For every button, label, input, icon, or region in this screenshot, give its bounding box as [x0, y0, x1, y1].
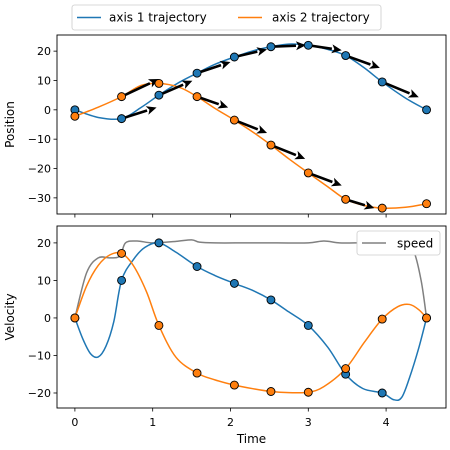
y-tick-label: −20	[28, 387, 51, 400]
legend-label-axis1: axis 1 trajectory	[109, 11, 207, 25]
arrow-head	[181, 80, 193, 89]
arrow-shaft	[121, 82, 151, 98]
arrow-head	[256, 47, 268, 57]
series-0-point	[117, 275, 127, 285]
x-tick-label: 1	[149, 416, 156, 429]
y-tick-label: 0	[44, 104, 51, 117]
axis-1-trajectory-point	[303, 40, 313, 50]
arrow-head	[256, 125, 268, 134]
series-1-point	[341, 364, 351, 374]
axis-2-trajectory-point	[70, 111, 80, 121]
series-1-point	[192, 368, 202, 378]
series-1-point	[229, 380, 239, 390]
series-1-point	[117, 248, 127, 258]
series-1-point	[266, 387, 276, 396]
top-legend: axis 1 trajectory axis 2 trajectory	[71, 4, 382, 31]
velocity-legend-frame	[356, 230, 441, 256]
arrow-head	[330, 177, 342, 187]
series-0-point	[192, 262, 202, 271]
series-1-point	[377, 314, 387, 324]
series-0-point	[154, 238, 164, 248]
legend-label-speed: speed	[397, 237, 433, 251]
y-tick-label: −10	[28, 133, 51, 146]
arrow-head	[368, 60, 380, 69]
arrow-head	[407, 89, 419, 98]
series-1-point	[303, 387, 313, 397]
y-tick-label: −30	[28, 192, 51, 205]
axis-1-trajectory-point	[229, 52, 239, 62]
arrow-head	[295, 41, 306, 51]
velocity-legend: speed	[356, 230, 441, 256]
axis-1-trajectory-point	[117, 114, 127, 124]
axis-2-trajectory-point	[117, 92, 127, 102]
series-1-point	[422, 313, 431, 323]
velocity-plot-xlabel: Time	[236, 432, 266, 446]
y-tick-label: 0	[44, 312, 51, 325]
y-tick-label: −20	[28, 163, 51, 176]
arrow-head	[363, 200, 375, 210]
x-tick-label: 0	[71, 416, 78, 429]
axis-1-trajectory-point	[377, 77, 387, 87]
axis-1-trajectory-point	[154, 90, 164, 100]
axis-2-trajectory-point	[303, 168, 313, 178]
velocity-plot-frame	[56, 225, 447, 409]
arrow-head	[217, 99, 229, 109]
velocity-plot-ticks: −20 −10 0 10 20 0 1 2 3 4	[28, 237, 390, 429]
y-tick-label: −10	[28, 349, 51, 362]
axis-2-trajectory-point	[154, 78, 164, 88]
legend-label-axis2: axis 2 trajectory	[272, 11, 370, 25]
arrow-shaft	[270, 143, 297, 157]
axis-1-trajectory-point	[266, 42, 276, 52]
series-0-point	[229, 278, 239, 288]
axis-2-trajectory-point	[341, 194, 351, 204]
position-plot-frame	[56, 34, 447, 215]
y-tick-label: 10	[37, 274, 51, 287]
series-0-point	[377, 388, 387, 398]
axis-2-trajectory-point	[229, 115, 239, 125]
arrow-head	[219, 60, 231, 70]
y-tick-label: 10	[37, 74, 51, 87]
series-1-point	[154, 320, 164, 330]
arrow-shaft	[381, 80, 411, 95]
axis-1-trajectory-point	[192, 68, 202, 78]
top-legend-frame	[71, 4, 382, 31]
position-plot-ticks: −30 −20 −10 0 10 20	[28, 45, 387, 218]
axis-1-trajectory-point	[341, 51, 351, 60]
position-plot-marks	[70, 40, 431, 213]
series-0-point	[303, 320, 313, 330]
axis-2-trajectory-point	[377, 203, 387, 213]
position-plot: −30 −20 −10 0 10 20 Position	[3, 34, 447, 218]
position-plot-ylabel: Position	[3, 101, 17, 148]
x-tick-label: 3	[305, 416, 312, 429]
axis-2-trajectory-point	[422, 199, 431, 209]
series-1-point	[70, 313, 80, 323]
x-tick-label: 4	[383, 416, 390, 429]
velocity-plot: −20 −10 0 10 20 0 1 2 3 4 Velocity Time speed	[3, 225, 447, 446]
series-0-point	[266, 295, 276, 305]
axis-2-trajectory-point	[266, 140, 276, 150]
y-tick-label: 20	[37, 237, 51, 250]
arrow-head	[294, 150, 306, 160]
axis-1-trajectory-line	[74, 43, 427, 121]
arrow-head	[331, 44, 342, 54]
axis-2-trajectory-point	[192, 92, 202, 102]
velocity-plot-ylabel: Velocity	[3, 293, 17, 340]
x-tick-label: 2	[227, 416, 234, 429]
y-tick-label: 20	[37, 45, 51, 58]
arrow-head	[145, 106, 157, 115]
axis-1-trajectory-point	[422, 105, 431, 115]
arrow-shaft	[121, 109, 148, 120]
